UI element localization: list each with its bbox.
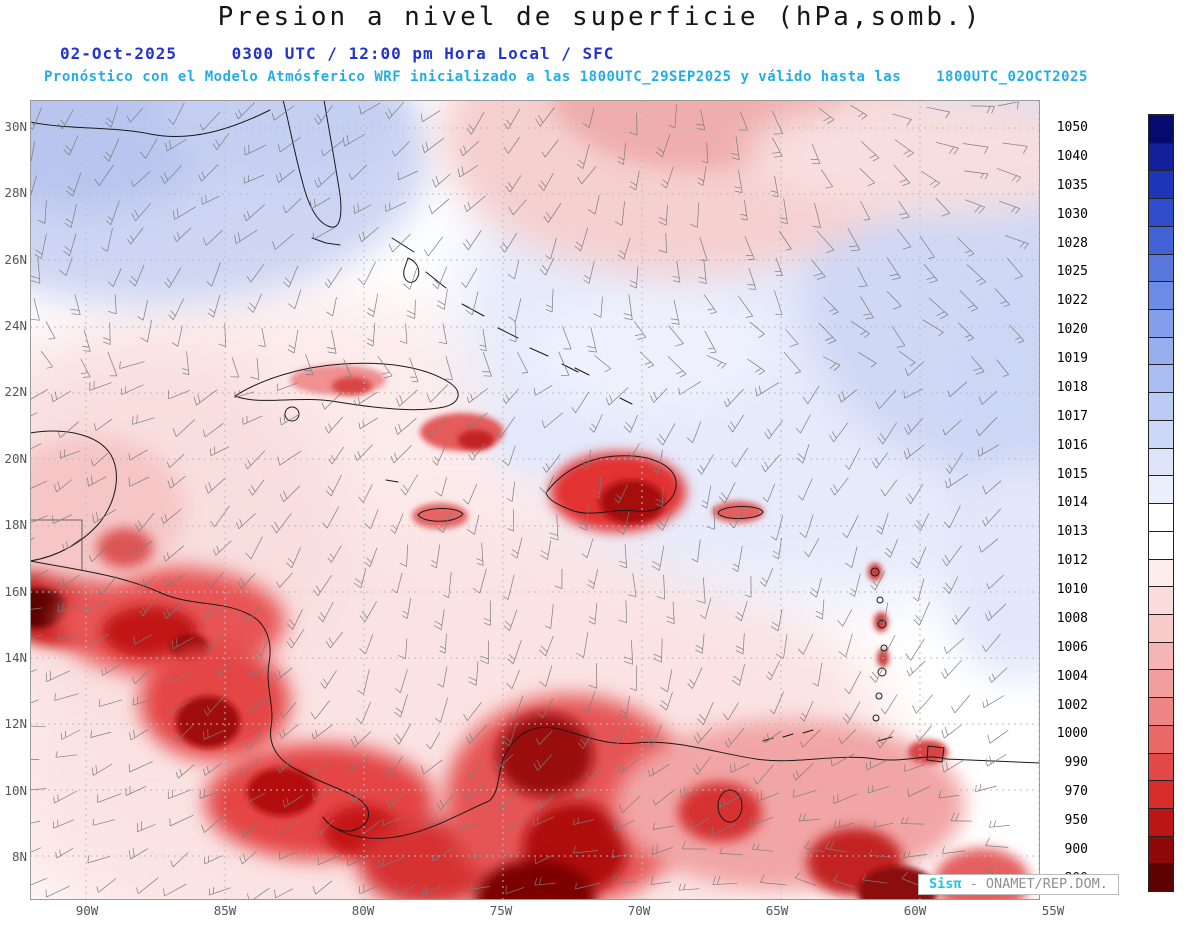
colorbar-value: 1035 [1056, 177, 1088, 193]
lon-label: 65W [765, 903, 789, 918]
forecast-note: Pronóstico con el Modelo Atmósferico WRF… [44, 69, 902, 85]
forecast-time: 0300 UTC / 12:00 pm Hora Local / SFC [231, 44, 615, 63]
colorbar-value: 1025 [1056, 264, 1088, 280]
colorbar-value: 1017 [1056, 408, 1088, 424]
colorbar-value: 1028 [1056, 235, 1088, 251]
colorbar-cell [1149, 198, 1173, 226]
colorbar-labels: 1050 1040 1035 1030 1028 1025 1022 1020 1019 1018… [1040, 121, 1088, 885]
lat-label: 24N [4, 318, 27, 334]
grid-layer [30, 100, 1040, 900]
valid-until: 1800UTC_02OCT2025 [936, 69, 1088, 85]
forecast-date: 02-Oct-2025 [60, 44, 177, 63]
colorbar-value: 1004 [1056, 668, 1088, 684]
watermark-brand: Sisπ [929, 876, 962, 892]
lat-label: 26N [4, 251, 27, 267]
colorbar-cell [1149, 807, 1173, 836]
colorbar-value: 970 [1064, 784, 1088, 800]
coastlines-layer [30, 100, 1040, 839]
lon-label: 85W [213, 903, 237, 918]
watermark-suffix: - ONAMET/REP.DOM. [969, 876, 1108, 892]
colorbar-value: 1008 [1056, 610, 1088, 626]
colorbar-value: 1020 [1056, 322, 1088, 338]
colorbar-cell [1149, 669, 1173, 698]
colorbar-value: 950 [1064, 813, 1088, 828]
model-note-line: Pronóstico con el Modelo Atmósferico WRF… [44, 69, 1088, 85]
colorbar-value: 1015 [1056, 466, 1088, 482]
colorbar-cell [1149, 558, 1173, 587]
colorbar-cell [1149, 835, 1173, 864]
colorbar-cell [1149, 780, 1173, 808]
colorbar-value: 1012 [1056, 553, 1088, 569]
colorbar-cell [1149, 364, 1173, 393]
wind-barbs-layer [30, 101, 1029, 900]
pressure-map [30, 100, 1040, 900]
colorbar-cell [1149, 170, 1173, 199]
latitude-axis: 30N 28N 26N 24N 22N 20N 18N 16N 14N 12N 10N 8N [0, 120, 27, 864]
lon-label: 80W [351, 903, 375, 918]
colorbar-cell [1149, 641, 1173, 670]
colorbar-cell [1149, 281, 1173, 310]
colorbar-cell [1149, 392, 1173, 420]
lon-label: 90W [75, 903, 99, 918]
colorbar-value: 1040 [1056, 148, 1088, 164]
colorbar-cell [1149, 447, 1173, 476]
colorbar-cell [1149, 225, 1173, 254]
lat-label: 14N [4, 649, 27, 665]
lat-label: 10N [4, 782, 27, 798]
lon-label: 55W [1041, 903, 1065, 918]
lat-label: 20N [4, 450, 27, 466]
colorbar-cell [1149, 336, 1173, 365]
colorbar-value: 1010 [1056, 582, 1088, 597]
colorbar-cell [1149, 253, 1173, 282]
colorbar-cell [1149, 752, 1173, 781]
pressure-map-canvas [30, 100, 1040, 900]
colorbar-value: 900 [1064, 841, 1088, 857]
colorbar [1148, 114, 1174, 892]
lat-label: 30N [4, 119, 27, 134]
lat-label: 8N [11, 848, 27, 864]
colorbar-cell [1149, 586, 1173, 614]
colorbar-cell [1149, 503, 1173, 531]
colorbar-cell [1149, 142, 1173, 171]
lat-label: 18N [4, 517, 27, 533]
lat-label: 16N [4, 583, 27, 599]
lat-label: 22N [4, 384, 27, 400]
lon-label: 70W [627, 903, 651, 918]
colorbar-cell [1149, 863, 1173, 892]
colorbar-cell [1149, 697, 1173, 725]
colorbar-cell [1149, 309, 1173, 337]
colorbar-value: 1022 [1056, 293, 1088, 309]
colorbar-value: 1014 [1056, 495, 1088, 511]
lat-label: 28N [4, 185, 27, 201]
colorbar-value: 1016 [1056, 437, 1088, 453]
colorbar-value: 1006 [1056, 639, 1088, 655]
colorbar-cell [1149, 530, 1173, 559]
page-title: Presion a nivel de superficie (hPa,somb.… [217, 2, 983, 32]
colorbar-value: 1018 [1056, 379, 1088, 395]
map-frame [30, 100, 1040, 900]
colorbar-value: 1013 [1056, 524, 1088, 540]
colorbar-value: 1050 [1056, 120, 1088, 135]
colorbar-cell [1149, 475, 1173, 504]
shading-layer [30, 100, 1040, 900]
watermark: Sisπ - ONAMET/REP.DOM. [918, 874, 1119, 895]
colorbar-cell [1149, 419, 1173, 448]
longitude-axis: 90W 85W 80W 75W 70W 65W 60W 55W [69, 903, 1071, 918]
colorbar-cell [1149, 613, 1173, 642]
colorbar-value: 1000 [1056, 726, 1088, 742]
colorbar-value: 990 [1064, 755, 1088, 771]
datetime-line: 02-Oct-2025 0300 UTC / 12:00 pm Hora Loc… [60, 44, 614, 63]
lat-label: 12N [4, 716, 27, 732]
colorbar-value: 1030 [1056, 206, 1088, 222]
lon-label: 60W [903, 903, 927, 918]
colorbar-value: 1019 [1056, 351, 1088, 366]
lon-label: 75W [489, 903, 513, 918]
colorbar-cell [1149, 724, 1173, 753]
colorbar-value: 1002 [1056, 697, 1088, 713]
colorbar-cell [1149, 115, 1173, 143]
